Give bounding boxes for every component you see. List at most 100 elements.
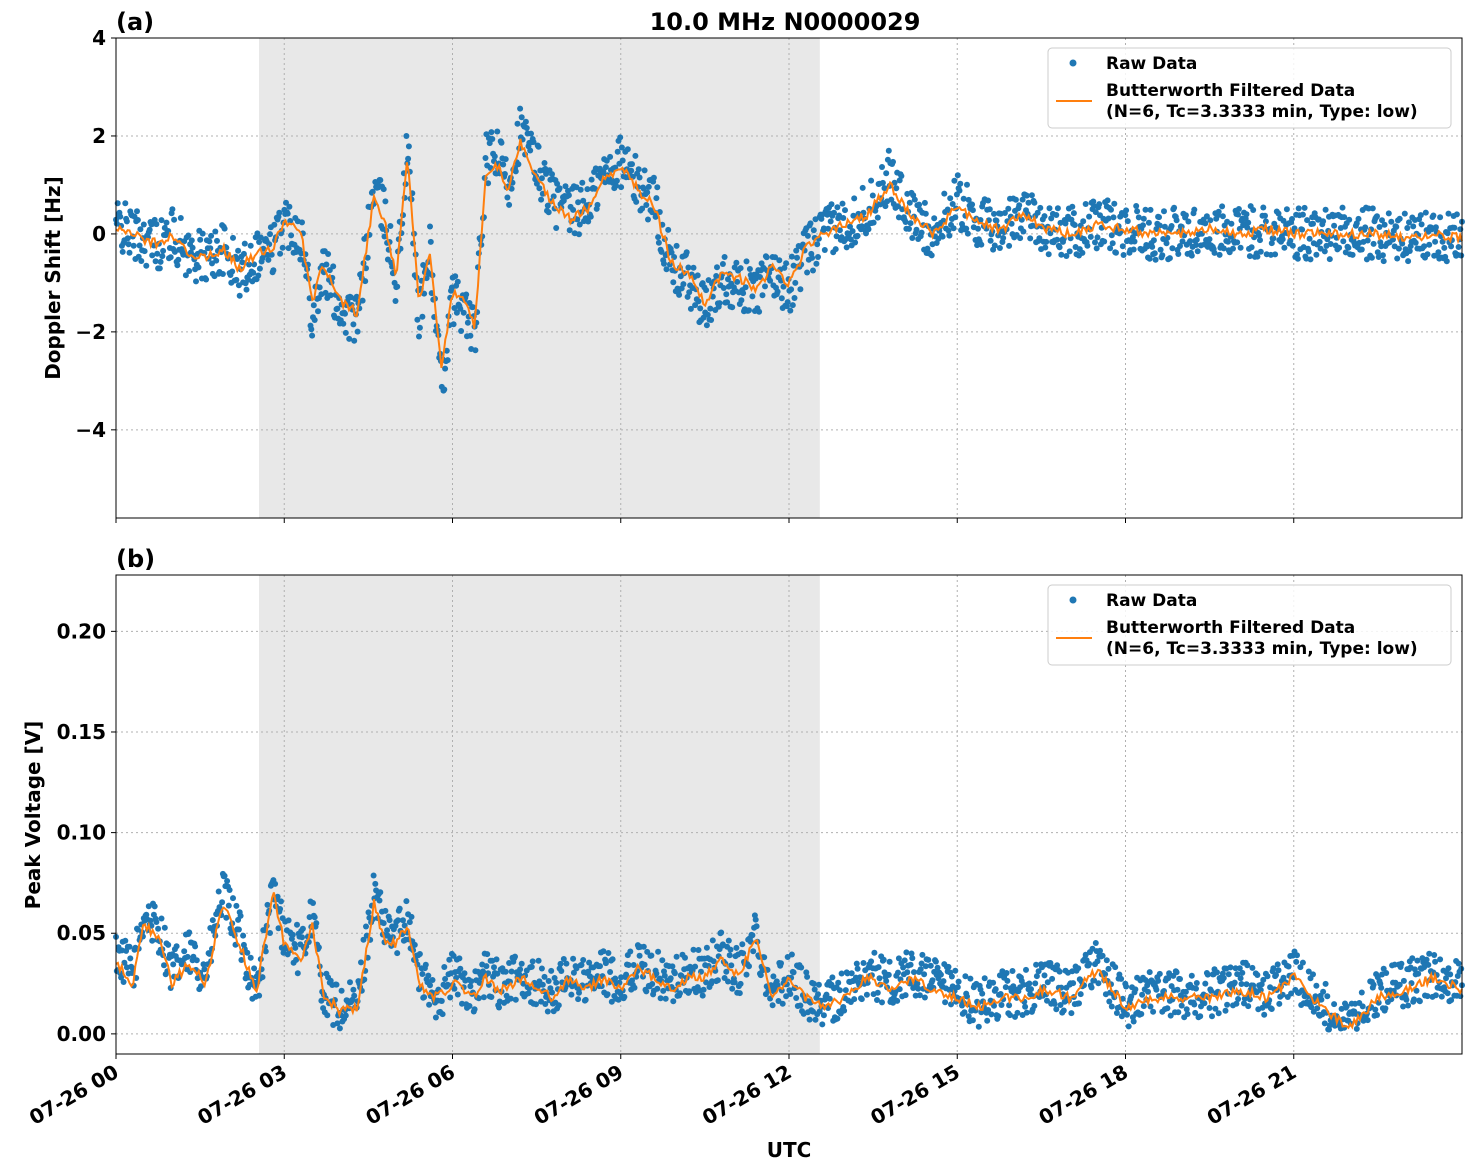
- raw-data-point: [703, 944, 710, 951]
- raw-data-point: [382, 907, 389, 914]
- raw-data-point: [985, 197, 992, 204]
- raw-data-point: [1355, 215, 1362, 222]
- raw-data-point: [1017, 235, 1024, 242]
- raw-data-point: [979, 990, 986, 997]
- raw-data-point: [948, 973, 955, 980]
- raw-data-point: [684, 293, 691, 300]
- raw-data-point: [746, 307, 752, 314]
- raw-data-point: [725, 978, 731, 985]
- raw-data-point: [427, 982, 433, 989]
- raw-data-point: [1237, 975, 1244, 982]
- raw-data-point: [852, 239, 859, 246]
- raw-data-point: [1086, 213, 1093, 220]
- raw-data-point: [1149, 243, 1156, 250]
- raw-data-point: [184, 953, 191, 960]
- legend-filtered-params-b: (N=6, Tc=3.3333 min, Type: low): [1106, 639, 1418, 659]
- raw-data-point: [911, 196, 918, 203]
- raw-data-point: [1108, 232, 1115, 239]
- raw-data-point: [1391, 961, 1398, 968]
- raw-data-point: [535, 143, 542, 150]
- raw-data-point: [1246, 253, 1253, 260]
- raw-data-point: [259, 974, 266, 981]
- raw-data-point: [1119, 243, 1126, 250]
- legend-a: Raw Data Butterworth Filtered Data (N=6,…: [1047, 47, 1452, 129]
- raw-data-point: [940, 978, 947, 985]
- raw-data-point: [1339, 204, 1346, 211]
- raw-data-point: [416, 333, 422, 340]
- raw-data-point: [1233, 1000, 1240, 1007]
- raw-data-point: [944, 206, 951, 213]
- raw-data-point: [494, 128, 501, 135]
- raw-data-point: [871, 949, 878, 956]
- raw-data-point: [1161, 223, 1168, 230]
- raw-data-point: [832, 246, 839, 253]
- raw-data-point: [250, 269, 257, 276]
- raw-data-point: [854, 232, 861, 239]
- raw-data-point: [1155, 977, 1162, 984]
- raw-data-point: [1046, 205, 1053, 212]
- raw-data-point: [854, 965, 861, 972]
- raw-data-point: [406, 919, 413, 926]
- raw-data-point: [403, 133, 410, 139]
- raw-data-point: [746, 266, 753, 272]
- raw-data-point: [221, 872, 228, 879]
- raw-data-point: [879, 164, 885, 170]
- panel-label-a: (a): [116, 8, 154, 36]
- raw-data-point: [984, 1017, 991, 1024]
- raw-data-point: [1275, 967, 1282, 974]
- raw-data-point: [963, 225, 970, 232]
- raw-data-point: [998, 1002, 1005, 1008]
- raw-data-point: [219, 271, 226, 277]
- raw-data-point: [322, 289, 329, 296]
- raw-data-point: [1182, 988, 1189, 995]
- raw-data-point: [1147, 1003, 1154, 1010]
- raw-data-point: [1202, 980, 1209, 987]
- raw-data-point: [1080, 218, 1087, 225]
- raw-data-point: [414, 316, 421, 323]
- raw-data-point: [876, 975, 883, 982]
- raw-data-point: [452, 273, 459, 280]
- raw-data-point: [1187, 238, 1194, 245]
- raw-data-point: [315, 308, 321, 315]
- raw-data-point: [1093, 245, 1100, 252]
- raw-data-point: [969, 207, 976, 214]
- raw-data-point: [1219, 970, 1226, 977]
- raw-data-point: [641, 167, 648, 174]
- x-tick-label: 07-26 18: [1034, 1060, 1132, 1130]
- raw-data-point: [488, 129, 495, 136]
- raw-data-point: [828, 201, 835, 208]
- raw-data-point: [174, 262, 181, 269]
- raw-data-point: [1270, 235, 1277, 242]
- raw-data-point: [931, 215, 938, 222]
- raw-data-point: [181, 948, 188, 955]
- raw-data-point: [1135, 214, 1142, 221]
- raw-data-point: [1102, 971, 1109, 978]
- raw-data-point: [834, 204, 841, 211]
- raw-data-point: [665, 226, 672, 233]
- raw-data-point: [285, 917, 292, 924]
- raw-data-point: [716, 300, 723, 307]
- raw-data-point: [1092, 940, 1099, 946]
- raw-data-point: [1399, 240, 1406, 247]
- raw-data-point: [1264, 973, 1271, 980]
- raw-data-point: [265, 256, 272, 263]
- raw-data-point: [1423, 956, 1430, 963]
- raw-data-point: [1182, 212, 1189, 219]
- raw-data-point: [1023, 966, 1029, 973]
- raw-data-point: [898, 173, 905, 179]
- raw-data-point: [1415, 970, 1422, 977]
- raw-data-point: [233, 276, 240, 283]
- raw-data-point: [1044, 979, 1051, 986]
- raw-data-point: [268, 251, 275, 258]
- filtered-line-a: [115, 138, 1463, 369]
- raw-data-point: [1273, 972, 1279, 978]
- raw-data-point: [517, 105, 524, 112]
- raw-data-point: [997, 991, 1004, 997]
- raw-data-point: [1327, 241, 1334, 247]
- y-axis-label-a: Doppler Shift [Hz]: [41, 176, 65, 380]
- raw-data-point: [1382, 1005, 1389, 1012]
- raw-data-point: [1139, 991, 1146, 998]
- raw-data-point: [432, 1014, 439, 1021]
- raw-data-point: [453, 309, 460, 316]
- raw-data-point: [880, 956, 887, 963]
